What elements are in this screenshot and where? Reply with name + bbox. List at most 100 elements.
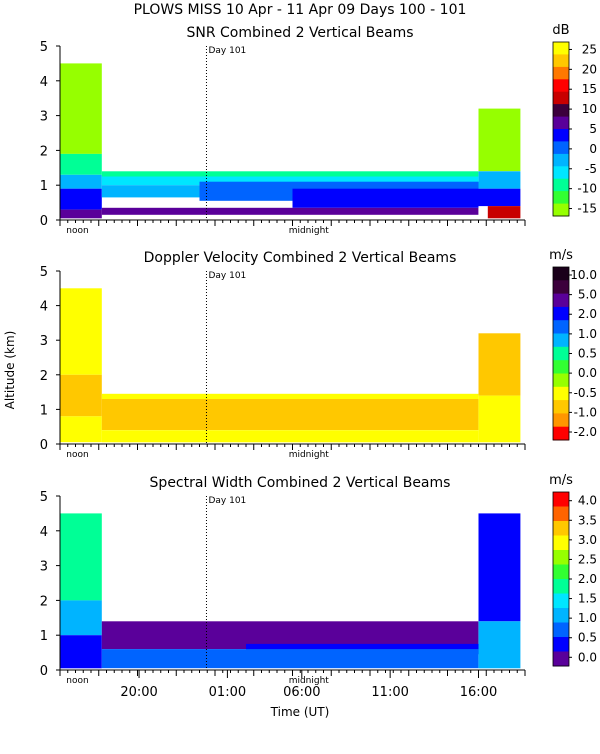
panel-2-noon-label: noon bbox=[66, 676, 88, 686]
panel-2-colorbar-segment bbox=[553, 506, 569, 522]
panel-2-colorbar-tick-label: 3.0 bbox=[578, 533, 597, 547]
panel-0-colorbar-tick-label: -15 bbox=[577, 202, 597, 216]
panel-1-y-tick-label: 4 bbox=[40, 300, 48, 315]
panel-1-noon-label: noon bbox=[66, 450, 88, 460]
panel-2-colorbar-segment bbox=[553, 492, 569, 507]
panel-0-y-tick-label: 0 bbox=[40, 214, 48, 229]
panel-0-data-region bbox=[101, 176, 479, 186]
panel-0-data-region bbox=[478, 188, 521, 207]
panel-0-data-region bbox=[60, 209, 102, 219]
panel-0-colorbar-segment bbox=[553, 153, 569, 167]
panel-0-colorbar-tick-label: -5 bbox=[585, 162, 597, 176]
panel-0-colorbar-segment bbox=[553, 166, 569, 180]
panel-1-colorbar-segment bbox=[553, 293, 569, 308]
panel-0-colorbar-segment bbox=[553, 191, 569, 204]
x-tick-label: 20:00 bbox=[120, 685, 157, 700]
panel-0-colorbar-segment bbox=[553, 42, 569, 55]
panel-0-y-tick-label: 4 bbox=[40, 75, 48, 90]
panel-0-y-tick-label: 3 bbox=[40, 110, 48, 125]
panel-1-colorbar-segment bbox=[553, 267, 569, 281]
panel-1-title: Doppler Velocity Combined 2 Vertical Bea… bbox=[144, 250, 457, 266]
panel-0-colorbar-tick-label: 10 bbox=[582, 102, 597, 116]
panel-0-colorbar-segment bbox=[553, 141, 569, 155]
panel-2-colorbar-segment bbox=[553, 521, 569, 536]
panel-1-colorbar-segment bbox=[553, 373, 569, 388]
panel-1-data-region bbox=[60, 416, 102, 443]
panel-0-data-region bbox=[101, 171, 479, 177]
panel-0-data-region bbox=[60, 153, 102, 175]
panel-2-colorbar-segment bbox=[553, 608, 569, 623]
panel-0-colorbar-tick-label: 15 bbox=[582, 82, 597, 96]
panel-2-colorbar-segment bbox=[553, 593, 569, 609]
panel-1-data-region bbox=[60, 374, 102, 417]
panel-1-y-tick-label: 3 bbox=[40, 334, 48, 349]
panel-2-colorbar-segment bbox=[553, 579, 569, 594]
panel-2-midnight-label: midnight bbox=[289, 676, 330, 686]
panel-1-data-region bbox=[60, 288, 102, 375]
panel-1-colorbar-tick-label: 5.0 bbox=[578, 288, 597, 302]
panel-2-colorbar-tick-label: 1.5 bbox=[578, 592, 597, 606]
panel-2-y-tick-label: 3 bbox=[40, 560, 48, 575]
panel-1-colorbar-tick-label: 2.0 bbox=[578, 307, 597, 321]
panel-0-data-region bbox=[292, 188, 479, 208]
panel-2-colorbar-segment bbox=[553, 637, 569, 652]
panel-0-day-marker-label: Day 101 bbox=[208, 46, 246, 56]
panel-0-title: SNR Combined 2 Vertical Beams bbox=[186, 25, 413, 41]
panel-2-colorbar-segment bbox=[553, 622, 569, 638]
panel-2-day-marker-label: Day 101 bbox=[208, 496, 246, 506]
panel-2-y-tick-label: 2 bbox=[40, 594, 48, 609]
panel-0-colorbar-segment bbox=[553, 79, 569, 93]
panel-0-colorbar-units: dB bbox=[552, 23, 569, 38]
panel-0-colorbar-segment bbox=[553, 178, 569, 192]
panel-1-y-tick-label: 5 bbox=[40, 265, 48, 280]
panel-1-colorbar-segment bbox=[553, 360, 569, 374]
panel-0-colorbar-segment bbox=[553, 54, 569, 68]
panel-1-data-region bbox=[478, 333, 521, 396]
panel-2-colorbar-tick-label: 1.0 bbox=[578, 611, 597, 625]
panel-2-data-region bbox=[60, 635, 102, 669]
panel-0-colorbar-tick-label: 5 bbox=[589, 122, 597, 136]
panel-1-day-marker-label: Day 101 bbox=[208, 271, 246, 281]
panel-0-colorbar-segment bbox=[553, 129, 569, 142]
panel-1-colorbar-tick-label: 0.5 bbox=[578, 347, 597, 361]
panel-1-colorbar-units: m/s bbox=[549, 248, 573, 263]
panel-1-colorbar-tick-label: -0.5 bbox=[574, 386, 597, 400]
panel-2-colorbar-segment bbox=[553, 651, 569, 667]
x-tick-label: 01:00 bbox=[209, 685, 246, 700]
panel-0-colorbar-segment bbox=[553, 116, 569, 130]
panel-0-data-region bbox=[60, 63, 102, 154]
panel-1-colorbar-segment bbox=[553, 346, 569, 361]
panel-0-data-region bbox=[487, 206, 521, 219]
panel-2-data-region bbox=[478, 513, 521, 622]
panel-2-data-region bbox=[60, 513, 102, 601]
panel-1-data-region bbox=[101, 399, 479, 431]
panel-1-colorbar-tick-label: 0.0 bbox=[578, 366, 597, 380]
panel-2-colorbar-units: m/s bbox=[549, 473, 573, 488]
x-tick-label: 11:00 bbox=[371, 685, 408, 700]
panel-1-y-tick-label: 2 bbox=[40, 369, 48, 384]
panel-1-colorbar-segment bbox=[553, 306, 569, 321]
panel-1-data-region bbox=[101, 393, 479, 399]
panel-0-y-tick-label: 1 bbox=[40, 179, 48, 194]
panel-2-colorbar-tick-label: 4.0 bbox=[578, 494, 597, 508]
panel-0-colorbar-tick-label: 25 bbox=[582, 42, 597, 56]
panel-0-colorbar-tick-label: -10 bbox=[577, 182, 597, 196]
panel-0-data-region bbox=[60, 174, 102, 189]
x-axis-label: Time (UT) bbox=[270, 705, 330, 719]
panel-2-y-tick-label: 4 bbox=[40, 525, 48, 540]
panel-0-noon-label: noon bbox=[66, 226, 88, 236]
panel-1-midnight-label: midnight bbox=[289, 450, 330, 460]
panel-0-data-region bbox=[60, 188, 102, 210]
panel-2-colorbar-segment bbox=[553, 550, 569, 565]
panel-0-colorbar-tick-label: 0 bbox=[589, 142, 597, 156]
panel-1-colorbar-segment bbox=[553, 320, 569, 334]
panel-2-colorbar-tick-label: 2.5 bbox=[578, 552, 597, 566]
panel-2-data-region bbox=[101, 649, 479, 669]
panel-0-colorbar-tick-label: 20 bbox=[582, 62, 597, 76]
x-tick-label: 16:00 bbox=[460, 685, 497, 700]
panel-2-y-tick-label: 5 bbox=[40, 490, 48, 505]
panel-1-data-region bbox=[478, 395, 521, 443]
panel-1-y-tick-label: 1 bbox=[40, 403, 48, 418]
panel-1-colorbar-tick-label: -1.0 bbox=[574, 405, 597, 419]
